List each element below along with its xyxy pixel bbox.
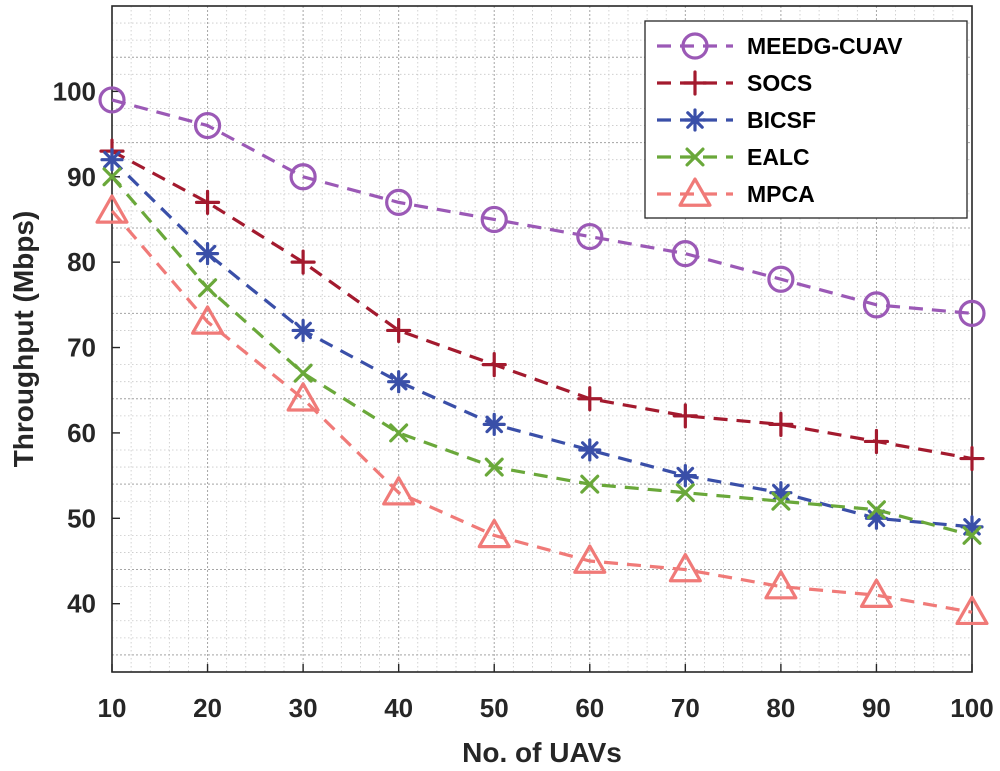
triangle-marker: [764, 570, 798, 600]
circle-marker: [958, 299, 986, 327]
y-tick-label: 50: [67, 503, 96, 533]
asterisk-marker: [960, 515, 984, 539]
x-tick-label: 90: [862, 693, 891, 723]
x-marker: [580, 474, 600, 494]
series-line: [111, 98, 973, 315]
x-tick-label: 20: [193, 693, 222, 723]
asterisk-marker: [578, 438, 602, 462]
asterisk-marker: [387, 370, 411, 394]
x-marker: [293, 363, 313, 383]
legend-label: EALC: [747, 144, 810, 170]
x-tick-label: 50: [480, 693, 509, 723]
x-axis-label: No. of UAVs: [462, 737, 622, 768]
asterisk-marker: [769, 481, 793, 505]
asterisk-marker: [100, 148, 124, 172]
legend-label: MPCA: [747, 181, 815, 207]
x-axis-ticks: 10 20 30 40 50 60 70 80 90 100: [98, 664, 994, 723]
plus-marker: [386, 317, 412, 344]
x-marker: [484, 457, 504, 477]
x-tick-label: 10: [98, 693, 127, 723]
x-marker: [675, 483, 695, 503]
triangle-marker: [382, 476, 416, 506]
plus-marker: [290, 249, 316, 275]
triangle-marker: [859, 578, 893, 608]
plot-frame: [111, 5, 973, 673]
x-marker: [866, 500, 886, 520]
minor-grid: [112, 6, 972, 673]
circle-marker: [862, 291, 891, 319]
y-axis-ticks: 40 50 60 70 80 90 100: [53, 76, 120, 619]
series-line: [110, 209, 973, 614]
asterisk-marker: [673, 464, 697, 488]
legend-entry: MEEDG-CUAV: [657, 32, 903, 60]
x-tick-label: 60: [575, 693, 604, 723]
circle-marker: [480, 205, 508, 234]
x-tick-label: 80: [766, 693, 795, 723]
legend-label: BICSF: [747, 107, 816, 133]
series-line: [111, 149, 973, 461]
plus-marker: [682, 70, 708, 96]
circle-marker: [385, 188, 413, 216]
x-marker: [685, 147, 705, 167]
series-mpca: [95, 194, 989, 626]
plus-marker: [194, 189, 221, 215]
triangle-marker: [678, 177, 712, 207]
series-ealc: [102, 167, 982, 545]
triangle-marker: [191, 305, 225, 335]
triangle-marker: [95, 194, 129, 224]
triangle-marker: [955, 595, 989, 626]
circle-marker: [289, 163, 317, 191]
plus-marker: [481, 352, 507, 378]
y-tick-label: 80: [67, 247, 96, 277]
circle-marker: [193, 111, 222, 140]
legend-entry: BICSF: [657, 107, 816, 133]
x-tick-label: 40: [384, 693, 413, 723]
legend-entry: SOCS: [657, 70, 812, 96]
y-tick-label: 70: [67, 333, 96, 363]
legend-entry: EALC: [657, 144, 810, 170]
asterisk-marker: [683, 108, 707, 132]
y-tick-label: 90: [67, 162, 96, 192]
y-axis-label: Throughput (Mbps): [8, 211, 39, 468]
circle-marker: [671, 240, 699, 268]
circle-marker: [681, 32, 709, 60]
triangle-marker: [573, 544, 607, 574]
series-layer: [95, 86, 989, 626]
x-marker: [102, 167, 122, 187]
circle-marker: [98, 86, 126, 114]
y-tick-label: 100: [53, 76, 96, 106]
x-tick-label: 70: [671, 693, 700, 723]
asterisk-marker: [195, 242, 220, 266]
x-marker: [771, 491, 791, 511]
y-tick-label: 60: [67, 418, 96, 448]
circle-marker: [767, 265, 795, 293]
x-marker: [198, 278, 218, 298]
plus-marker: [577, 386, 603, 412]
plus-marker: [863, 428, 890, 455]
series-meedg-cuav: [98, 86, 986, 327]
series-line: [110, 175, 973, 537]
asterisk-marker: [864, 506, 889, 530]
plus-marker: [959, 445, 985, 472]
circle-marker: [576, 222, 604, 251]
legend: MEEDG-CUAV SOCS BICSF EALC MPCA: [644, 20, 968, 219]
triangle-marker: [668, 552, 702, 583]
legend-label: MEEDG-CUAV: [747, 33, 903, 59]
x-marker: [962, 525, 982, 545]
asterisk-marker: [291, 318, 315, 343]
x-tick-label: 30: [289, 693, 318, 723]
y-tick-label: 40: [67, 589, 96, 619]
triangle-marker: [477, 518, 511, 549]
triangle-marker: [286, 382, 320, 412]
series-line: [110, 158, 973, 529]
legend-entry: MPCA: [657, 177, 815, 207]
x-tick-label: 100: [950, 693, 993, 723]
legend-label: SOCS: [747, 70, 812, 96]
x-marker: [389, 423, 409, 443]
series-bicsf: [100, 148, 984, 539]
asterisk-marker: [482, 412, 506, 436]
plus-marker: [672, 403, 698, 429]
plus-marker: [768, 411, 794, 437]
